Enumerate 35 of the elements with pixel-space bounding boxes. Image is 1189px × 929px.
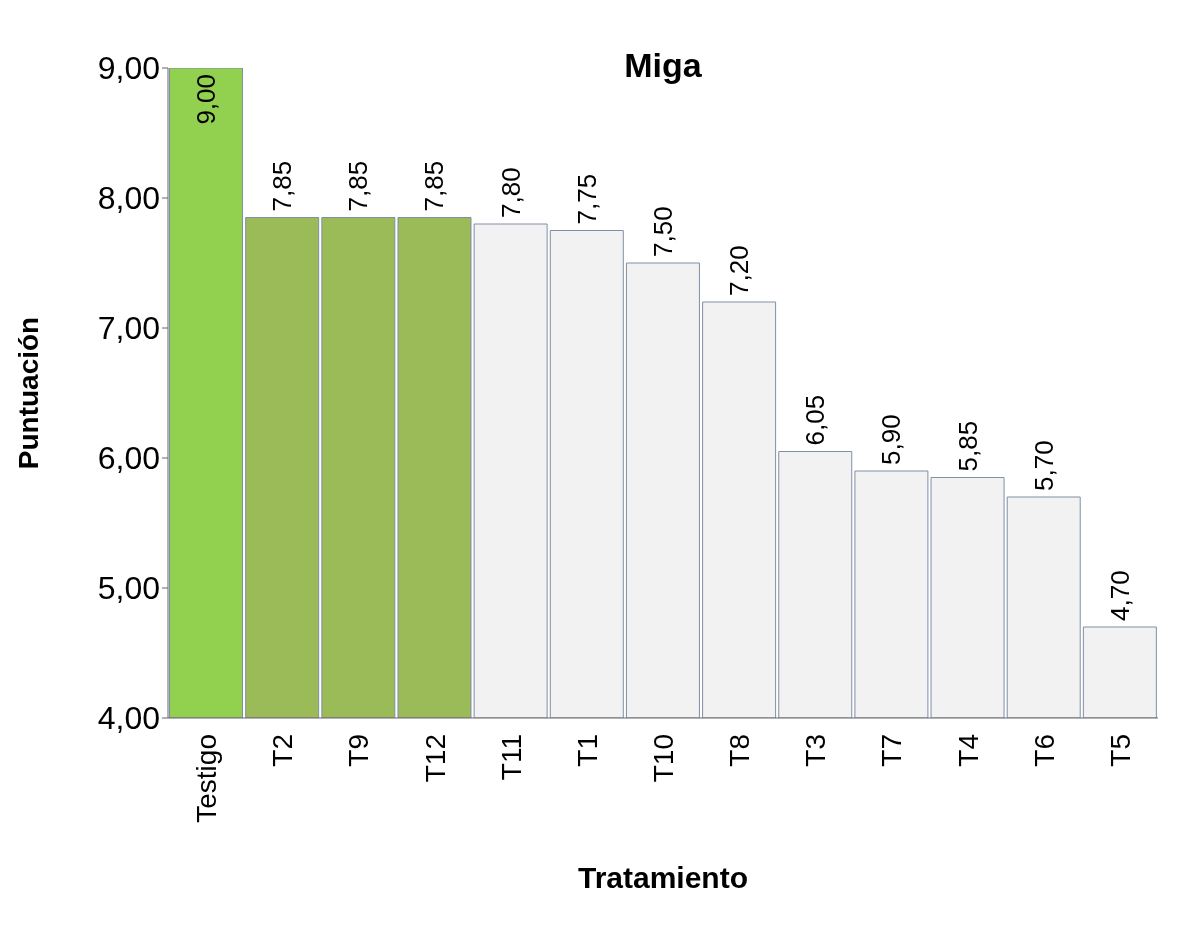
x-tick-label: T8 [724,734,756,767]
data-label: 6,05 [800,394,831,446]
x-tick-label: T4 [952,734,984,767]
data-label: 7,85 [343,160,374,212]
data-label: 5,70 [1028,440,1059,491]
data-label: 7,20 [724,245,755,296]
x-tick-label: T2 [267,734,299,767]
x-tick-label: T10 [648,734,679,783]
data-label: 7,50 [647,206,678,257]
data-label: 5,85 [952,420,983,472]
data-label: 7,85 [267,160,298,212]
y-tick-label: 4,00 [97,700,160,737]
chart-title: Miga [624,46,702,84]
x-axis-title: Tratamiento [577,861,749,894]
data-label: 7,85 [419,160,450,212]
y-tick-label: 8,00 [97,180,160,217]
y-tick-label: 9,00 [97,50,160,87]
x-tick-label: T12 [419,734,451,783]
x-tick-label: T5 [1104,734,1136,767]
data-label: 4,70 [1104,570,1135,621]
y-tick-label: 7,00 [97,310,160,347]
data-label: 7,80 [495,167,526,218]
y-tick-label: 5,00 [97,570,160,607]
x-tick-label: Testigo [191,734,223,823]
x-tick-label: T11 [495,734,527,781]
data-label: 9,00 [191,74,222,125]
x-tick-label: T9 [343,734,375,767]
x-tick-label: T6 [1028,734,1060,767]
y-tick-label: 6,00 [97,440,160,477]
data-label: 7,75 [571,173,602,225]
x-tick-label: T1 [571,734,603,767]
x-tick-label: T7 [876,734,908,767]
x-tick-label: T3 [800,734,832,767]
data-label: 5,90 [876,414,907,465]
y-axis-title: Puntuación [12,316,44,470]
